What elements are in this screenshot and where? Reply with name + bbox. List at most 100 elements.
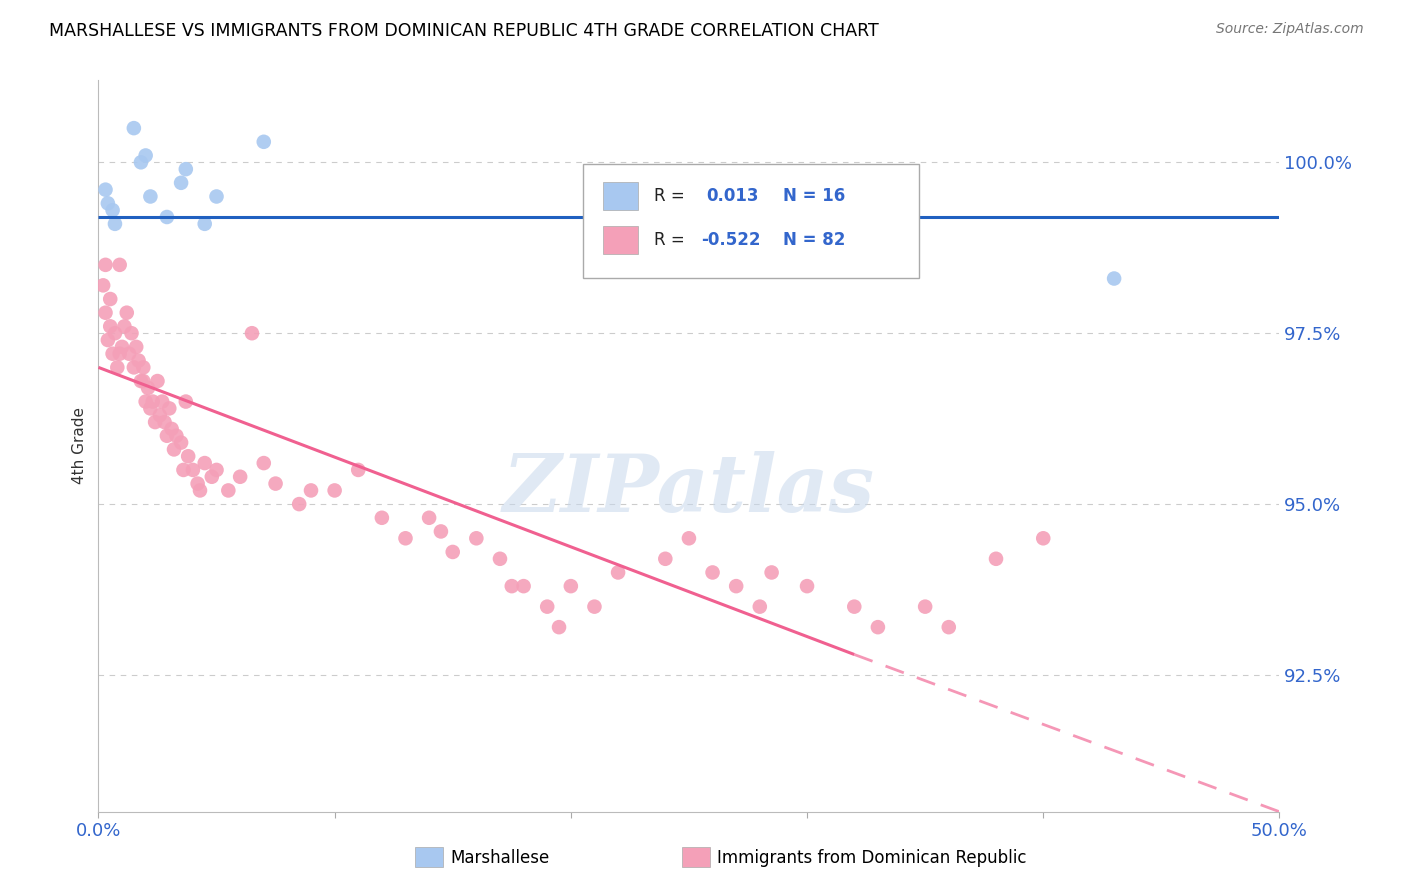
Point bbox=[253, 456, 276, 470]
Point bbox=[583, 599, 606, 614]
Point bbox=[560, 579, 582, 593]
Point bbox=[122, 360, 145, 375]
Point bbox=[143, 415, 166, 429]
Point bbox=[112, 319, 135, 334]
Bar bbox=[603, 226, 638, 253]
Point bbox=[371, 510, 394, 524]
Point bbox=[142, 394, 165, 409]
Point bbox=[394, 531, 416, 545]
Point bbox=[111, 340, 134, 354]
Point bbox=[512, 579, 534, 593]
Text: R =: R = bbox=[654, 186, 695, 205]
Point bbox=[108, 347, 131, 361]
Point bbox=[163, 442, 186, 457]
Point bbox=[128, 353, 150, 368]
Point bbox=[174, 162, 197, 177]
Point bbox=[1102, 271, 1125, 285]
Point bbox=[347, 463, 370, 477]
Point bbox=[761, 566, 783, 580]
Point bbox=[844, 599, 866, 614]
Point bbox=[139, 401, 162, 416]
Point bbox=[125, 340, 148, 354]
Point bbox=[938, 620, 960, 634]
Point bbox=[465, 531, 488, 545]
Point bbox=[122, 121, 145, 136]
Point bbox=[174, 394, 197, 409]
Text: Source: ZipAtlas.com: Source: ZipAtlas.com bbox=[1216, 22, 1364, 37]
FancyBboxPatch shape bbox=[582, 164, 920, 277]
Point bbox=[188, 483, 211, 498]
Point bbox=[441, 545, 464, 559]
Point bbox=[205, 189, 228, 203]
Point bbox=[101, 203, 124, 218]
Y-axis label: 4th Grade: 4th Grade bbox=[72, 408, 87, 484]
Point bbox=[170, 176, 193, 190]
Point bbox=[489, 551, 512, 566]
Point bbox=[157, 401, 180, 416]
Point bbox=[725, 579, 748, 593]
Point bbox=[101, 347, 124, 361]
Point bbox=[98, 319, 121, 334]
Point bbox=[201, 469, 224, 483]
Point bbox=[135, 148, 157, 162]
Point bbox=[104, 217, 127, 231]
Point bbox=[94, 258, 117, 272]
Text: N = 16: N = 16 bbox=[783, 186, 845, 205]
Point bbox=[748, 599, 770, 614]
Point bbox=[288, 497, 311, 511]
Point bbox=[418, 510, 440, 524]
Point bbox=[229, 469, 252, 483]
Point bbox=[156, 210, 179, 224]
Text: R =: R = bbox=[654, 231, 689, 249]
Point bbox=[94, 183, 117, 197]
Point bbox=[146, 374, 169, 388]
Point bbox=[702, 566, 724, 580]
Point bbox=[796, 579, 818, 593]
Point bbox=[430, 524, 453, 539]
Point bbox=[108, 258, 131, 272]
Point bbox=[150, 394, 173, 409]
Point bbox=[149, 409, 172, 423]
Point bbox=[866, 620, 889, 634]
Text: Marshallese: Marshallese bbox=[450, 849, 550, 867]
Point bbox=[132, 374, 155, 388]
Point bbox=[299, 483, 322, 498]
Point bbox=[702, 183, 724, 197]
Point bbox=[914, 599, 936, 614]
Point bbox=[177, 449, 200, 463]
Point bbox=[170, 435, 193, 450]
Point bbox=[181, 463, 204, 477]
Point bbox=[678, 531, 700, 545]
Point bbox=[548, 620, 571, 634]
Point bbox=[160, 422, 183, 436]
Point bbox=[205, 463, 228, 477]
Point bbox=[135, 394, 157, 409]
Point bbox=[187, 476, 209, 491]
Text: Immigrants from Dominican Republic: Immigrants from Dominican Republic bbox=[717, 849, 1026, 867]
Point bbox=[501, 579, 523, 593]
Point bbox=[94, 306, 117, 320]
Point bbox=[194, 217, 217, 231]
Point bbox=[194, 456, 217, 470]
Point bbox=[607, 566, 630, 580]
Text: MARSHALLESE VS IMMIGRANTS FROM DOMINICAN REPUBLIC 4TH GRADE CORRELATION CHART: MARSHALLESE VS IMMIGRANTS FROM DOMINICAN… bbox=[49, 22, 879, 40]
Point bbox=[91, 278, 114, 293]
Point bbox=[139, 189, 162, 203]
Point bbox=[115, 306, 138, 320]
Point bbox=[136, 381, 159, 395]
Point bbox=[1032, 531, 1054, 545]
Point bbox=[217, 483, 239, 498]
Point bbox=[264, 476, 287, 491]
Point bbox=[121, 326, 143, 341]
Point bbox=[172, 463, 194, 477]
Bar bbox=[603, 182, 638, 210]
Point bbox=[129, 374, 152, 388]
Point bbox=[165, 429, 187, 443]
Point bbox=[153, 415, 176, 429]
Point bbox=[156, 429, 179, 443]
Point bbox=[104, 326, 127, 341]
Text: 0.013: 0.013 bbox=[707, 186, 759, 205]
Text: ZIPatlas: ZIPatlas bbox=[503, 451, 875, 529]
Point bbox=[536, 599, 558, 614]
Point bbox=[118, 347, 141, 361]
